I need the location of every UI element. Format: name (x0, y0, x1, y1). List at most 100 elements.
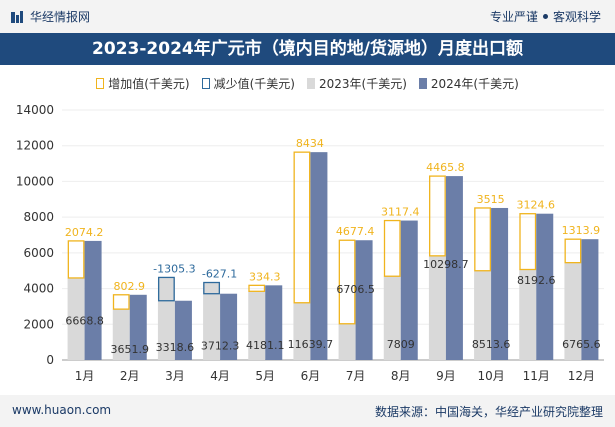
bar-2024 (84, 240, 102, 360)
top-bar: 华经情报网 专业严谨 客观科学 (0, 0, 615, 33)
bar-2024 (129, 294, 147, 360)
x-tick-label: 3月 (165, 369, 185, 383)
separator-dot-icon (542, 14, 548, 19)
increase-box (383, 219, 401, 277)
bar-2024 (400, 220, 418, 360)
increase-box (429, 175, 446, 257)
increase-box (338, 239, 356, 325)
bar-2024 (310, 152, 328, 360)
bar-2023 (428, 255, 446, 360)
brand-name: 华经情报网 (30, 10, 91, 24)
legend-label-increase: 增加值(千美元) (108, 76, 190, 91)
increase-value-label: 4677.4 (336, 225, 375, 238)
bar-2023 (112, 309, 130, 360)
x-tick-label: 7月 (346, 369, 366, 383)
increase-value-label: 4465.8 (426, 161, 465, 174)
legend-label-decrease: 减少值(千美元) (213, 76, 295, 91)
bar-2024 (536, 213, 554, 360)
bar-2024 (220, 293, 238, 360)
bar-2023 (519, 269, 537, 360)
legend-label-2023: 2023年(千美元) (318, 76, 407, 91)
bar-2024 (174, 300, 192, 360)
legend-item-increase: 增加值(千美元) (96, 74, 190, 92)
bar-2024 (491, 207, 509, 360)
value-label-2024: 6765.6 (562, 338, 601, 351)
increase-box (293, 151, 311, 304)
y-tick-label: 2000 (23, 317, 54, 331)
increase-box (519, 213, 537, 271)
increase-box (474, 207, 491, 272)
x-tick-label: 12月 (568, 369, 595, 383)
brand: 华经情报网 (10, 8, 90, 25)
increase-value-label: 1313.9 (562, 224, 601, 237)
increase-value-label: 3117.4 (381, 206, 420, 219)
bar-2023 (67, 277, 85, 360)
legend-swatch-increase (96, 77, 105, 89)
bar-2024 (265, 285, 283, 360)
chart-title: 2023-2024年广元市（境内目的地/货源地）月度出口额 (92, 39, 523, 59)
bar-2023 (157, 277, 175, 360)
x-tick-label: 11月 (523, 369, 550, 383)
increase-value-label: 3124.6 (517, 199, 556, 212)
legend-item-decrease: 减少值(千美元) (201, 74, 295, 92)
value-label-2024: 8513.6 (472, 338, 511, 351)
value-label-2024: 6706.5 (336, 283, 375, 296)
value-label-2024: 10298.7 (423, 258, 469, 271)
value-label-2024: 3712.3 (201, 339, 240, 352)
bar-2023 (203, 282, 221, 360)
bar-2023 (564, 262, 582, 360)
y-tick-label: 4000 (23, 282, 54, 296)
legend-item-2023: 2023年(千美元) (306, 74, 407, 92)
bar-2023 (338, 323, 356, 360)
legend-swatch-2024 (418, 77, 427, 89)
bar-2024 (445, 176, 463, 360)
legend-swatch-2023 (306, 77, 315, 89)
y-tick-label: 6000 (23, 246, 54, 260)
value-label-2024: 8192.6 (517, 274, 556, 287)
x-tick-label: 5月 (255, 369, 275, 383)
x-tick-label: 2月 (120, 369, 140, 383)
increase-box (248, 284, 266, 292)
footer-bar: www.huaon.com 数据来源：中国海关，华经产业研究院整理 (0, 395, 615, 427)
y-tick-label: 14000 (16, 103, 54, 117)
x-tick-label: 8月 (391, 369, 411, 383)
value-label-2024: 4181.1 (246, 339, 285, 352)
x-tick-label: 6月 (301, 369, 321, 383)
y-tick-label: 0 (46, 353, 54, 367)
value-label-2024: 7809 (387, 338, 415, 351)
title-bar: 2023-2024年广元市（境内目的地/货源地）月度出口额 (0, 33, 615, 65)
brand-logo-icon (11, 10, 23, 23)
increase-box (564, 238, 582, 264)
legend-swatch-decrease (201, 77, 210, 89)
legend-label-2024: 2024年(千美元) (430, 76, 519, 91)
decrease-value-label: -627.1 (202, 268, 237, 281)
decrease-value-label: -1305.3 (153, 262, 195, 275)
increase-value-label: 334.3 (249, 270, 281, 283)
y-tick-label: 12000 (16, 139, 54, 153)
y-tick-label: 10000 (16, 174, 54, 188)
legend-item-2024: 2024年(千美元) (418, 74, 519, 92)
x-tick-label: 9月 (436, 369, 456, 383)
bar-2023 (383, 276, 401, 360)
bar-2024 (581, 239, 599, 360)
value-label-2024: 11639.7 (288, 338, 334, 351)
value-label-2024: 3651.9 (111, 343, 150, 356)
x-tick-label: 1月 (75, 369, 95, 383)
increase-box (112, 294, 130, 310)
chart-area: 0 2000 4000 6000 8000 10000 12000 14000 2074.2 66… (16, 103, 604, 383)
x-tick-label: 4月 (210, 369, 230, 383)
tagline-left: 专业严谨 (489, 10, 538, 24)
bar-2024 (355, 240, 373, 360)
decrease-box (203, 281, 220, 295)
bar-2023 (248, 291, 266, 360)
y-tick-label: 8000 (23, 210, 54, 224)
bar-2023 (293, 302, 311, 360)
increase-value-label: 3515 (477, 193, 505, 206)
bar-2023 (474, 270, 492, 360)
value-label-2024: 3318.6 (156, 341, 195, 354)
increase-box (67, 240, 85, 279)
website-link[interactable]: www.huaon.com (12, 403, 112, 417)
increase-value-label: 2074.2 (65, 226, 104, 239)
data-source: 数据来源：中国海关，华经产业研究院整理 (374, 405, 603, 419)
legend: 增加值(千美元) 减少值(千美元) 2023年(千美元) 2024年(千美元) (0, 74, 615, 92)
